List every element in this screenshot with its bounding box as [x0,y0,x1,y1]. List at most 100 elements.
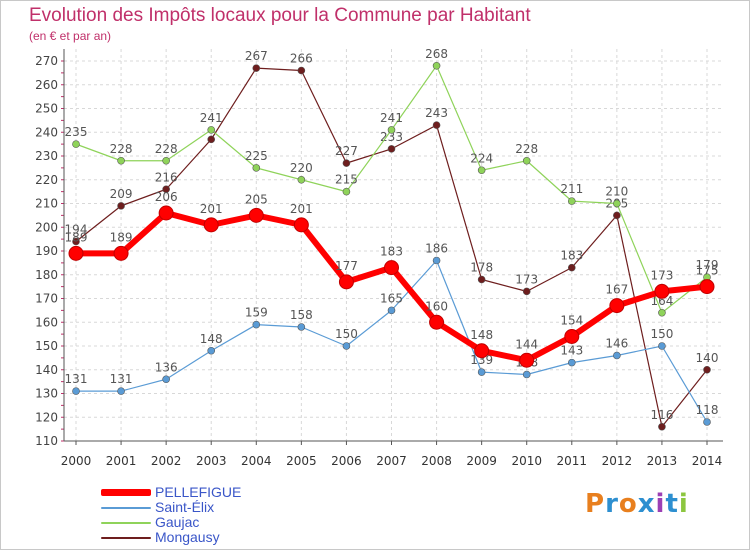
plot-area [64,49,723,441]
data-label-pellefigue: 154 [560,314,583,328]
data-label-pellefigue: 177 [335,259,358,273]
data-point-pellefigue [474,343,490,359]
y-tick-label: 180 [35,268,58,282]
data-point-gaujac [658,308,666,317]
data-label-saint-elix: 136 [155,360,178,374]
data-label-saint-elix: 146 [605,337,628,351]
data-point-gaujac [162,156,170,165]
y-tick-label: 140 [35,363,58,377]
page-subtitle: (en € et par an) [29,29,112,43]
data-label-mongausy: 216 [155,170,178,184]
y-tick-label: 210 [35,197,58,211]
data-point-pellefigue [338,274,354,290]
data-point-mongausy [703,365,711,374]
logo-letter: P [585,489,606,519]
data-point-mongausy [207,135,216,144]
data-point-saint-elix [297,323,306,331]
legend-item-pellefigue: PELLEFIGUE [101,485,241,500]
chart-legend: PELLEFIGUE Saint-Élix Gaujac Mongausy [101,485,241,545]
data-label-pellefigue: 189 [110,230,133,244]
y-tick-label: 250 [35,102,58,116]
data-label-mongausy: 116 [650,408,673,422]
data-point-pellefigue [699,279,715,295]
data-label-gaujac: 215 [335,173,358,187]
y-tick-label: 130 [35,387,58,401]
data-point-saint-elix [522,370,531,379]
y-tick-label: 240 [35,125,58,139]
data-point-saint-elix [432,256,441,265]
x-tick-label: 2007 [376,454,407,468]
data-label-saint-elix: 131 [65,372,88,386]
data-label-mongausy: 209 [110,187,133,201]
x-tick-label: 2008 [421,454,452,468]
data-point-pellefigue [429,314,445,330]
data-point-gaujac [297,175,306,184]
data-point-gaujac [387,126,396,134]
legend-item-mongausy: Mongausy [101,530,241,545]
data-label-mongausy: 243 [425,106,448,120]
logo-letter: t [665,489,679,519]
data-point-mongausy [162,185,170,194]
y-tick-label: 120 [35,410,58,424]
data-label-pellefigue: 144 [515,337,538,351]
x-tick-label: 2004 [241,454,272,468]
data-label-gaujac: 241 [200,111,223,125]
x-tick-label: 2012 [602,454,633,468]
data-label-pellefigue: 175 [696,264,719,278]
data-point-pellefigue [113,245,129,261]
data-point-mongausy [297,66,306,75]
data-label-pellefigue: 206 [155,190,178,204]
legend-swatch [101,536,151,539]
legend-label: Gaujac [155,514,200,530]
y-tick-label: 260 [35,78,58,92]
data-point-saint-elix [567,358,576,367]
data-point-mongausy [252,64,261,72]
data-label-saint-elix: 158 [290,308,313,322]
y-tick-label: 160 [35,315,58,329]
data-label-pellefigue: 201 [290,202,313,216]
data-label-mongausy: 227 [335,144,358,158]
logo-letter: r [605,489,619,519]
y-tick-label: 150 [35,339,58,353]
data-point-gaujac [477,166,486,175]
data-point-saint-elix [477,368,486,376]
data-point-gaujac [207,126,216,134]
data-point-saint-elix [342,342,351,350]
logo-letter: i [655,489,666,519]
y-tick-label: 170 [35,292,58,306]
data-label-mongausy: 173 [515,272,538,286]
data-point-gaujac [342,187,351,196]
data-label-gaujac: 228 [515,142,538,156]
data-label-pellefigue: 167 [605,283,628,297]
data-point-pellefigue [654,283,670,299]
data-label-mongausy: 194 [65,223,88,237]
legend-label: Mongausy [155,529,220,545]
x-tick-label: 2002 [151,454,182,468]
data-label-gaujac: 268 [425,47,448,61]
logo-letter: i [678,489,689,519]
data-point-mongausy [387,145,396,153]
data-point-mongausy [567,263,576,272]
data-point-mongausy [117,202,125,210]
y-tick-label: 230 [35,149,58,163]
logo-letter: o [618,489,638,519]
x-tick-label: 2000 [61,454,92,468]
data-label-pellefigue: 173 [650,268,673,282]
data-point-pellefigue [564,329,580,344]
data-label-gaujac: 228 [110,142,133,156]
data-label-saint-elix: 118 [696,403,719,417]
legend-item-saint-elix: Saint-Élix [101,500,241,515]
data-point-mongausy [613,211,621,220]
data-label-pellefigue: 148 [470,328,493,342]
page-title: Evolution des Impôts locaux pour la Comm… [29,5,531,26]
data-point-gaujac [522,156,531,165]
data-point-mongausy [342,159,351,167]
data-point-saint-elix [162,375,170,384]
data-point-pellefigue [248,207,264,223]
data-point-saint-elix [703,418,711,426]
data-point-pellefigue [609,298,625,314]
data-label-saint-elix: 139 [470,353,493,367]
data-point-pellefigue [384,260,399,276]
logo-letter: x [637,489,656,519]
